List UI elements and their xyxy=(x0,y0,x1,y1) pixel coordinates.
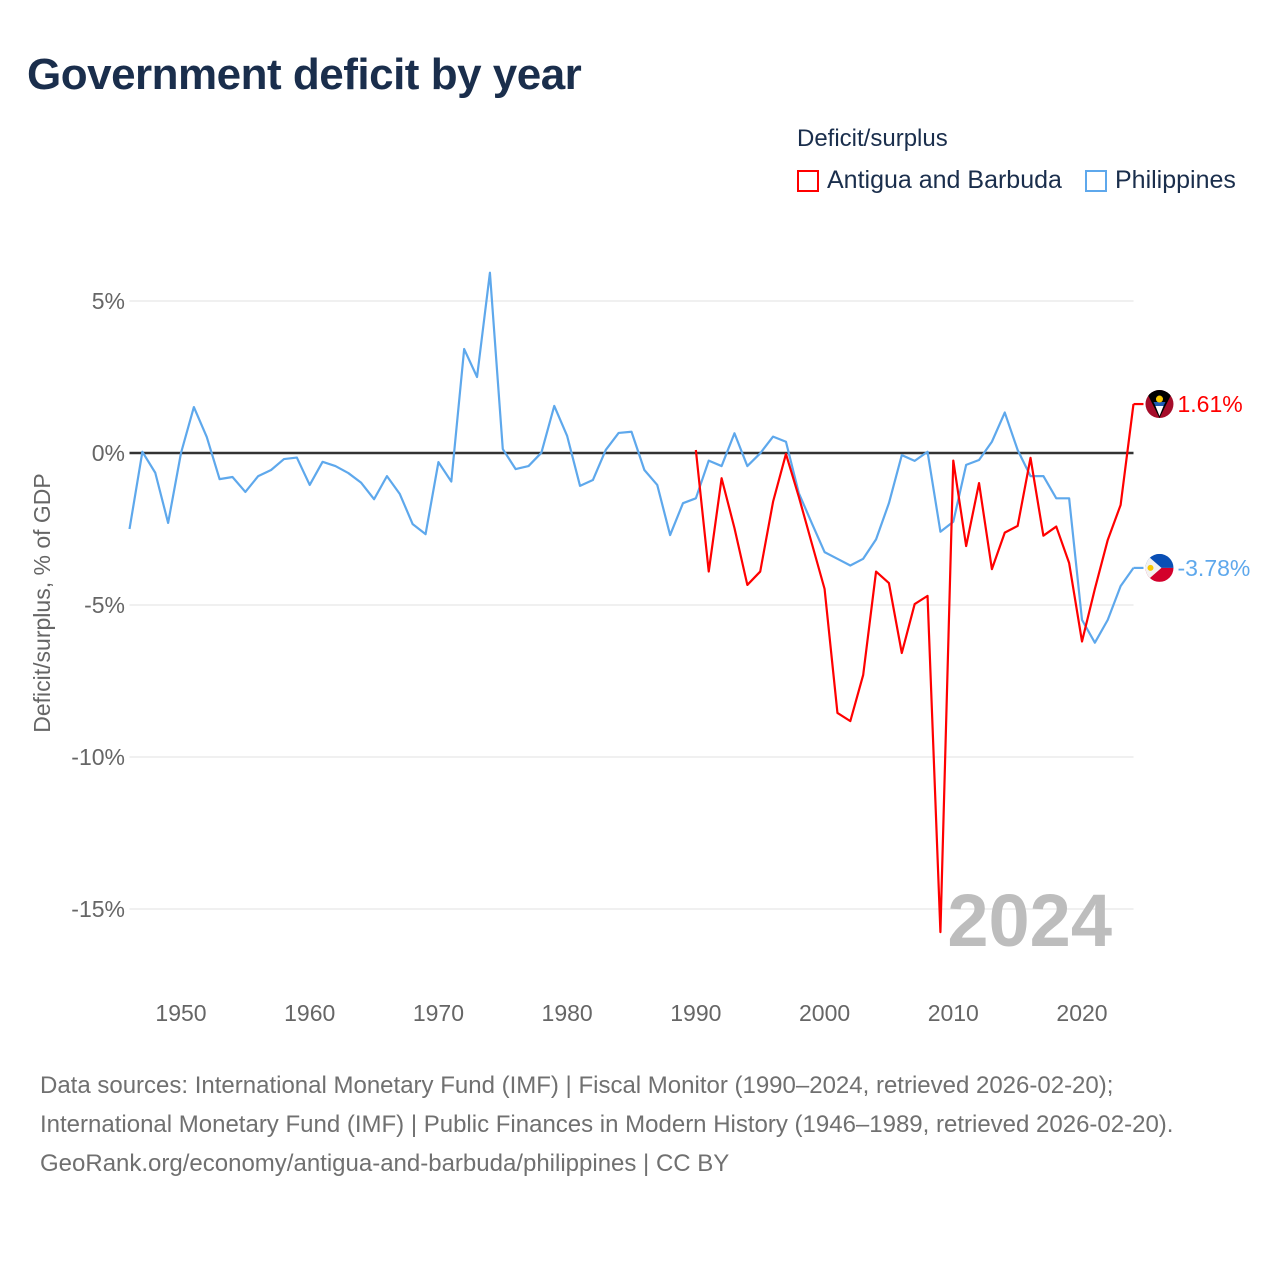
line-chart: 5% 0% -5% -10% -15% 1950 1960 1970 1980 1990 2000 2… xyxy=(29,271,1250,1026)
series-line-philippines xyxy=(128,271,1135,644)
x-tick-label: 2000 xyxy=(799,1000,850,1026)
legend-item-antigua[interactable]: Antigua and Barbuda xyxy=(797,166,1062,195)
x-tick-label: 1990 xyxy=(670,1000,721,1026)
y-axis-label: Deficit/surplus, % of GDP xyxy=(29,473,55,732)
x-tick-label: 1970 xyxy=(413,1000,464,1026)
philippines-flag-icon xyxy=(1145,553,1174,582)
x-tick-label: 2020 xyxy=(1056,1000,1107,1026)
end-value-label: 1.61% xyxy=(1177,391,1242,417)
legend-swatch-antigua xyxy=(797,169,819,192)
source-note: Data sources: International Monetary Fun… xyxy=(40,1066,1240,1183)
y-tick-label: -5% xyxy=(84,592,125,618)
end-value-label: -3.78% xyxy=(1177,555,1250,581)
legend-label-philippines: Philippines xyxy=(1115,166,1236,194)
legend-item-philippines[interactable]: Philippines xyxy=(1085,166,1236,195)
y-tick-label: 5% xyxy=(92,288,125,314)
legend-title: Deficit/surplus xyxy=(797,125,948,152)
page-title: Government deficit by year xyxy=(27,50,582,99)
x-tick-label: 2010 xyxy=(928,1000,979,1026)
series-line-antigua xyxy=(694,403,1135,934)
y-tick-label: -10% xyxy=(71,744,125,770)
year-watermark: 2024 xyxy=(947,879,1112,962)
source-link[interactable]: GeoRank.org/economy/antigua-and-barbuda/… xyxy=(40,1150,730,1177)
legend-label-antigua: Antigua and Barbuda xyxy=(827,166,1062,194)
y-tick-label: 0% xyxy=(92,440,125,466)
legend-swatch-philippines xyxy=(1085,169,1107,192)
x-tick-label: 1960 xyxy=(284,1000,335,1026)
antigua-flag-icon xyxy=(1145,390,1174,419)
x-tick-label: 1980 xyxy=(542,1000,593,1026)
x-tick-label: 1950 xyxy=(155,1000,206,1026)
y-tick-label: -15% xyxy=(71,896,125,922)
source-text: Data sources: International Monetary Fun… xyxy=(40,1072,1174,1138)
